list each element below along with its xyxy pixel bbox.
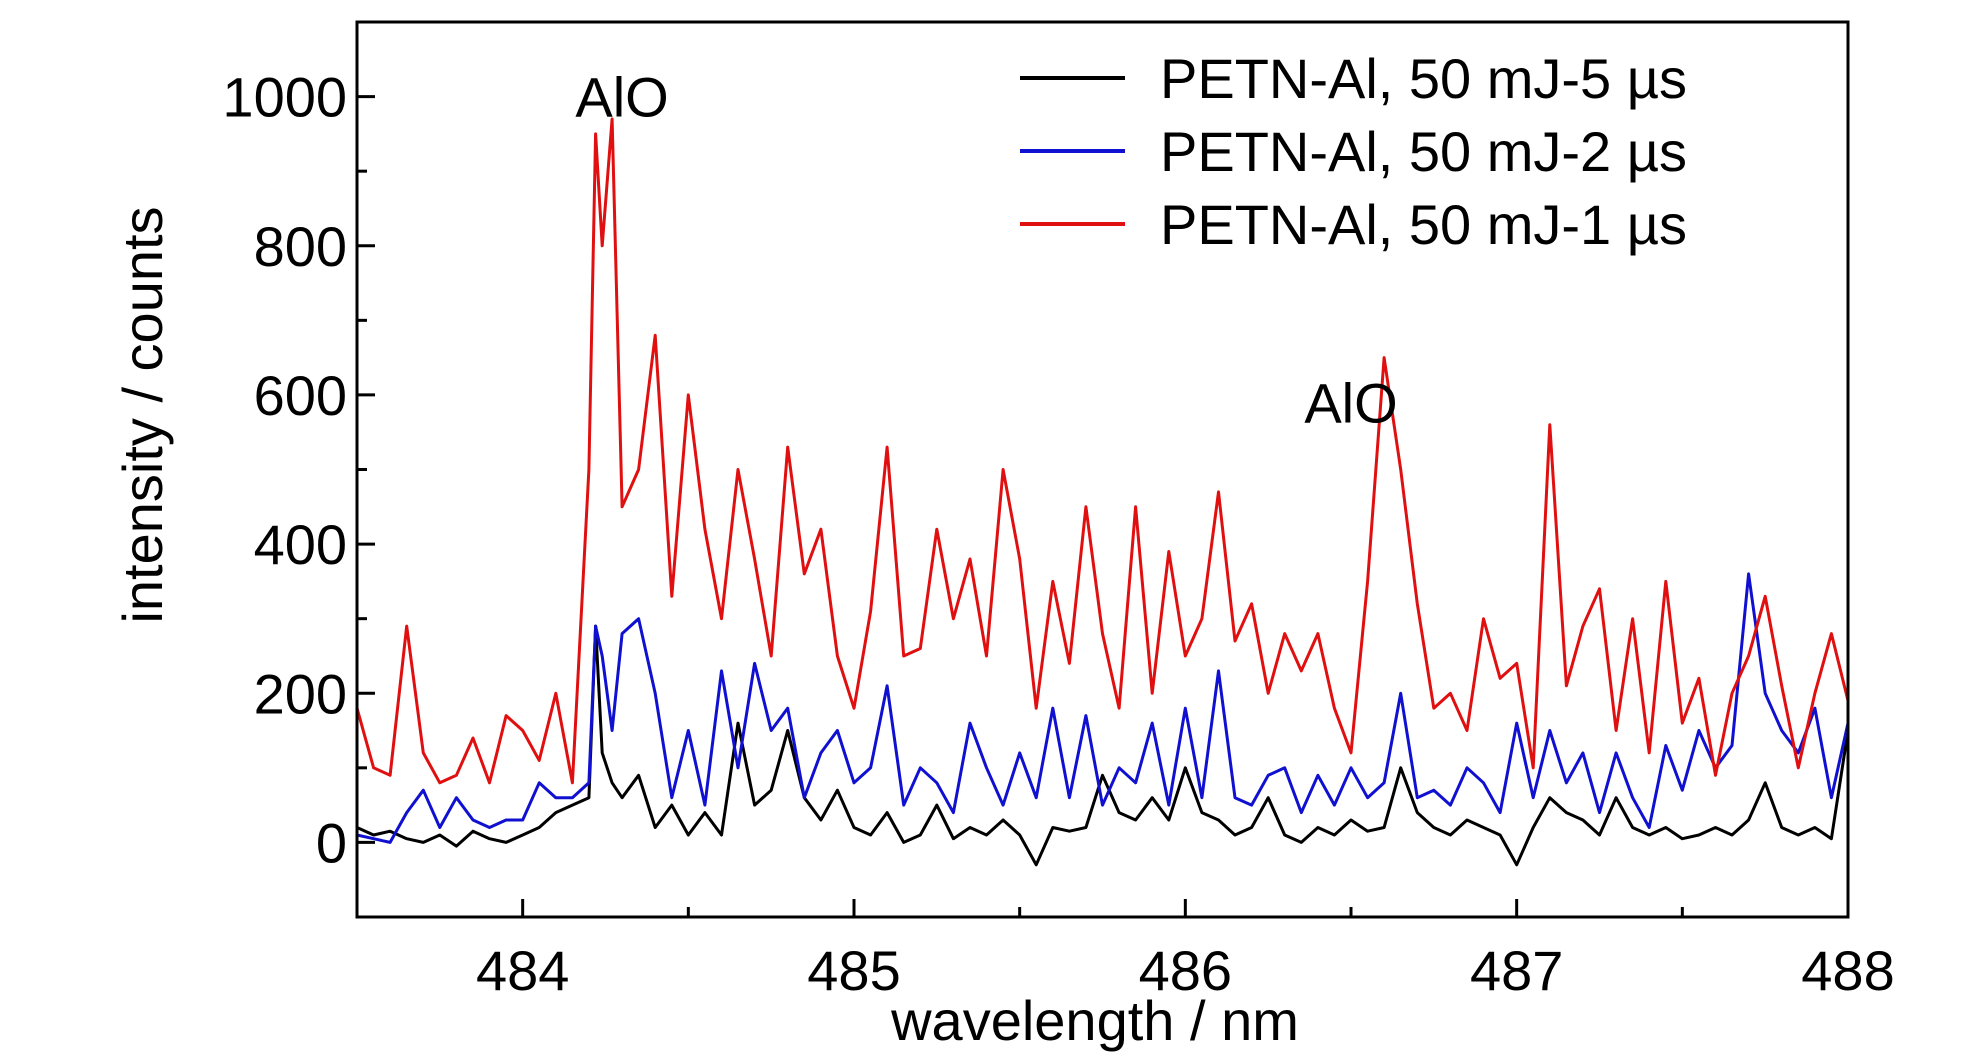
y-tick-label: 800 <box>254 215 347 278</box>
series-line-2 <box>356 572 1850 844</box>
y-tick-label: 600 <box>254 364 347 427</box>
y-tick-label: 400 <box>254 513 347 576</box>
x-axis-title: wavelength / nm <box>890 989 1299 1052</box>
x-tick-label: 485 <box>807 939 900 1002</box>
series-line-3 <box>355 117 1850 785</box>
annotation-label: AlO <box>575 66 668 129</box>
y-tick-label: 200 <box>254 662 347 725</box>
annotations: AlO AlO <box>575 66 1397 435</box>
legend-label: PETN-Al, 50 mJ-1 µs <box>1160 193 1687 256</box>
y-tick-label: 1000 <box>222 66 347 129</box>
x-tick-label: 486 <box>1139 939 1232 1002</box>
legend-label: PETN-Al, 50 mJ-2 µs <box>1160 120 1687 183</box>
y-axis-ticks: 0 200 400 600 800 1000 <box>222 20 375 919</box>
series-layer <box>355 117 1850 867</box>
x-tick-label: 487 <box>1470 939 1563 1002</box>
y-tick-label: 0 <box>316 811 347 874</box>
x-tick-label: 488 <box>1801 939 1894 1002</box>
x-axis-ticks: 484 485 486 487 488 <box>355 899 1895 1002</box>
legend-label: PETN-Al, 50 mJ-5 µs <box>1160 47 1687 110</box>
plot-area: 484 485 486 487 488 0 200 400 600 800 1000 AlO AlO <box>222 20 1895 1002</box>
annotation-label: AlO <box>1304 371 1397 434</box>
y-axis-title: intensity / counts <box>111 206 174 623</box>
legend: PETN-Al, 50 mJ-5 µs PETN-Al, 50 mJ-2 µs PE… <box>1020 47 1687 256</box>
x-tick-label: 484 <box>476 939 569 1002</box>
series-line-1 <box>356 624 1850 867</box>
